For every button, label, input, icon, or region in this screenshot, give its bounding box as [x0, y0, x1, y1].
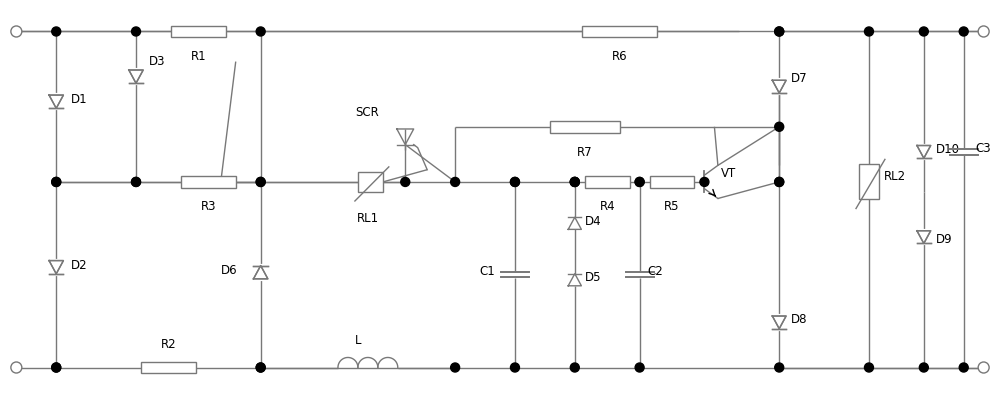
Bar	[550, 121, 620, 133]
Circle shape	[256, 177, 265, 187]
Circle shape	[451, 363, 460, 372]
Text: RL1: RL1	[357, 212, 379, 225]
Bar	[141, 362, 196, 373]
Circle shape	[864, 363, 873, 372]
Circle shape	[775, 363, 784, 372]
Circle shape	[132, 177, 141, 187]
Circle shape	[978, 362, 989, 373]
Text: D7: D7	[791, 72, 808, 85]
Circle shape	[959, 27, 968, 36]
Text: D1: D1	[71, 93, 88, 106]
Text: R6: R6	[612, 50, 627, 63]
Text: R1: R1	[191, 50, 206, 63]
Text: D8: D8	[791, 313, 808, 326]
Text: D10: D10	[936, 143, 960, 156]
Circle shape	[919, 27, 928, 36]
Circle shape	[52, 363, 61, 372]
Circle shape	[978, 26, 989, 37]
Circle shape	[256, 363, 265, 372]
Circle shape	[52, 363, 61, 372]
Circle shape	[52, 27, 61, 36]
Circle shape	[11, 26, 22, 37]
Text: D5: D5	[585, 271, 601, 284]
Circle shape	[570, 177, 579, 187]
Circle shape	[775, 177, 784, 187]
Circle shape	[11, 362, 22, 373]
Circle shape	[132, 177, 141, 187]
Text: L: L	[355, 335, 361, 347]
Bar	[859, 164, 879, 200]
Circle shape	[256, 177, 265, 187]
Circle shape	[959, 363, 968, 372]
Text: D6: D6	[221, 264, 237, 277]
Text: D3: D3	[149, 55, 165, 68]
Circle shape	[570, 363, 579, 372]
Text: SCR: SCR	[355, 106, 379, 119]
Circle shape	[256, 27, 265, 36]
Bar	[582, 26, 657, 37]
Bar	[650, 176, 694, 188]
Text: C1: C1	[479, 265, 495, 278]
Text: VT: VT	[721, 167, 736, 181]
Text: R2: R2	[161, 339, 176, 351]
Text: D2: D2	[71, 259, 88, 272]
Text: R4: R4	[599, 200, 615, 213]
Circle shape	[775, 27, 784, 36]
Circle shape	[635, 363, 644, 372]
Bar	[585, 176, 630, 188]
Text: R5: R5	[664, 200, 680, 213]
Text: C3: C3	[976, 142, 991, 156]
Circle shape	[510, 363, 519, 372]
Circle shape	[775, 177, 784, 187]
Circle shape	[256, 363, 265, 372]
Circle shape	[570, 177, 579, 187]
Text: C2: C2	[648, 265, 663, 278]
Circle shape	[700, 177, 709, 187]
Circle shape	[510, 177, 519, 187]
Text: R3: R3	[201, 200, 216, 213]
Text: RL2: RL2	[884, 170, 906, 183]
Text: R7: R7	[577, 146, 593, 159]
Bar	[171, 26, 226, 37]
Circle shape	[775, 27, 784, 36]
Circle shape	[52, 177, 61, 187]
Circle shape	[132, 27, 141, 36]
Circle shape	[52, 177, 61, 187]
Circle shape	[919, 363, 928, 372]
Circle shape	[864, 27, 873, 36]
Circle shape	[510, 177, 519, 187]
Text: D4: D4	[585, 215, 601, 228]
Circle shape	[775, 122, 784, 131]
Text: D9: D9	[936, 233, 952, 246]
Circle shape	[635, 177, 644, 187]
Bar	[181, 176, 236, 188]
Circle shape	[570, 177, 579, 187]
Circle shape	[401, 177, 410, 187]
Bar	[358, 172, 383, 192]
Circle shape	[451, 177, 460, 187]
Circle shape	[635, 177, 644, 187]
